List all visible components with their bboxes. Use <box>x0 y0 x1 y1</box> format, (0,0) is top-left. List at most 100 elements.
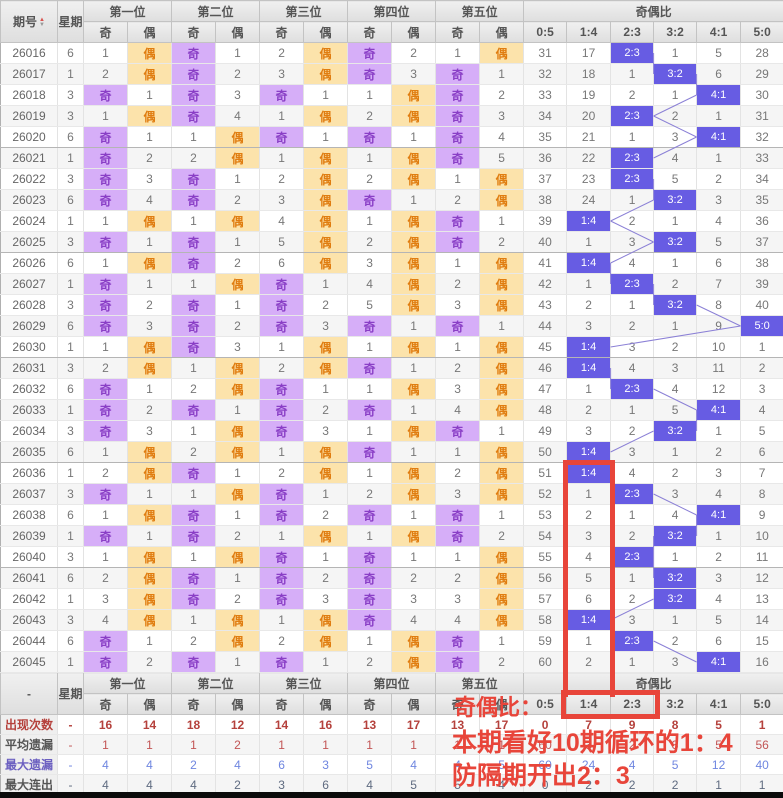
stat-label: 平均遗漏 <box>0 734 58 755</box>
miss-count-cell: 1 <box>479 504 525 526</box>
ratio-miss-cell: 1 <box>653 315 698 337</box>
table-row: 26024 1 1 偶 1 偶 4 偶 1 偶奇 1 39 1:4 2 1 4 36 <box>0 210 783 232</box>
ratio-miss-cell: 1 <box>696 147 742 169</box>
miss-count-cell: 3 <box>479 105 525 127</box>
ratio-miss-cell: 7 <box>696 273 742 295</box>
week-cell: 6 <box>57 252 84 274</box>
ratio-miss-cell: 1 <box>740 336 783 358</box>
miss-count-cell: 1 <box>391 546 437 568</box>
miss-count-cell: 2 <box>303 504 349 526</box>
week-cell: 3 <box>57 546 84 568</box>
even-hit-cell: 偶 <box>303 168 349 190</box>
ratio-miss-cell: 2 <box>740 357 783 379</box>
odd-subheader: 奇 <box>259 21 305 43</box>
ratio-miss-cell: 11 <box>740 546 783 568</box>
ratio-miss-cell: 57 <box>523 588 568 610</box>
miss-count-cell: 2 <box>303 294 349 316</box>
period-cell: 26031 <box>0 357 58 379</box>
table-row: 26018 3 奇 1 奇 3 奇 1 1 偶奇 2 33 19 2 1 4:1 30 <box>0 84 783 106</box>
ratio-miss-cell: 5 <box>696 42 742 64</box>
ratio-miss-cell: 1 <box>610 651 655 673</box>
stat-ratio-cell: 60 <box>523 734 568 755</box>
even-hit-cell: 偶 <box>215 630 261 652</box>
even-hit-cell: 偶 <box>303 105 349 127</box>
miss-count-cell: 1 <box>171 483 217 505</box>
ratio-miss-cell: 10 <box>740 525 783 547</box>
odd-hit-cell: 奇 <box>347 315 393 337</box>
even-hit-cell: 偶 <box>479 294 525 316</box>
odd-hit-cell: 奇 <box>435 210 481 232</box>
period-cell: 26025 <box>0 231 58 253</box>
ratio-hit-cell: 3:2 <box>653 63 698 85</box>
odd-hit-cell: 奇 <box>83 126 128 148</box>
miss-count-cell: 1 <box>259 336 305 358</box>
miss-count-cell: 2 <box>347 483 393 505</box>
ratio-subheader: 2:3 <box>610 21 655 43</box>
miss-count-cell: 1 <box>479 630 525 652</box>
ratio-miss-cell: 2 <box>610 210 655 232</box>
odd-hit-cell: 奇 <box>259 294 305 316</box>
week-cell: 3 <box>57 105 84 127</box>
stat-value-cell: 4 <box>127 754 173 775</box>
ratio-miss-cell: 3 <box>610 336 655 358</box>
stat-value-cell: 14 <box>259 714 305 735</box>
ratio-miss-cell: 2 <box>696 168 742 190</box>
table-row: 26019 3 1 偶奇 4 1 偶 2 偶奇 3 34 20 2:3 2 1 31 <box>0 105 783 127</box>
even-hit-cell: 偶 <box>391 105 437 127</box>
ratio-hit-cell: 2:3 <box>610 483 655 505</box>
stat-value-cell: 1 <box>83 734 128 755</box>
ratio-hit-cell: 4:1 <box>696 651 742 673</box>
miss-count-cell: 1 <box>259 525 305 547</box>
miss-count-cell: 1 <box>303 651 349 673</box>
table-row: 26020 6 奇 1 1 偶奇 1 奇 1 奇 4 35 21 1 3 4:1 32 <box>0 126 783 148</box>
odd-hit-cell: 奇 <box>83 525 128 547</box>
ratio-subheader: 3:2 <box>653 21 698 43</box>
odd-subheader: 奇 <box>435 21 481 43</box>
period-cell: 26019 <box>0 105 58 127</box>
ratio-miss-cell: 24 <box>566 189 612 211</box>
odd-hit-cell: 奇 <box>171 63 217 85</box>
even-hit-cell: 偶 <box>127 63 173 85</box>
miss-count-cell: 4 <box>259 210 305 232</box>
week-cell: 6 <box>57 504 84 526</box>
ratio-miss-cell: 1 <box>610 294 655 316</box>
odd-hit-cell: 奇 <box>347 189 393 211</box>
even-hit-cell: 偶 <box>215 483 261 505</box>
ratio-miss-cell: 1 <box>566 483 612 505</box>
odd-subheader: 奇 <box>435 693 481 715</box>
ratio-miss-cell: 1 <box>653 441 698 463</box>
odd-hit-cell: 奇 <box>259 588 305 610</box>
stat-value-cell: 1 <box>479 734 525 755</box>
miss-count-cell: 1 <box>347 525 393 547</box>
odd-hit-cell: 奇 <box>435 420 481 442</box>
miss-count-cell: 2 <box>347 231 393 253</box>
stat-value-cell: 1 <box>435 734 481 755</box>
ratio-miss-cell: 5 <box>696 609 742 631</box>
odd-hit-cell: 奇 <box>435 147 481 169</box>
sort-icon[interactable]: ▲ ▼ <box>39 17 45 28</box>
odd-subheader: 奇 <box>171 21 217 43</box>
ratio-miss-cell: 4 <box>740 399 783 421</box>
ratio-miss-cell: 53 <box>523 504 568 526</box>
stat-value-cell: 16 <box>83 714 128 735</box>
stat-label: 最大遗漏 <box>0 754 58 775</box>
miss-count-cell: 1 <box>127 378 173 400</box>
period-cell: 26018 <box>0 84 58 106</box>
week-cell: 1 <box>57 462 84 484</box>
stat-week-cell: - <box>57 774 84 795</box>
odd-hit-cell: 奇 <box>259 273 305 295</box>
odd-hit-cell: 奇 <box>171 525 217 547</box>
even-hit-cell: 偶 <box>391 378 437 400</box>
period-column-header[interactable]: 期号 ▲ ▼ <box>0 0 58 43</box>
position-group-header: 第一位 <box>82 0 173 22</box>
miss-count-cell: 1 <box>347 630 393 652</box>
even-hit-cell: 偶 <box>215 357 261 379</box>
ratio-miss-cell: 1 <box>610 126 655 148</box>
miss-count-cell: 2 <box>83 567 128 589</box>
miss-count-cell: 2 <box>215 252 261 274</box>
miss-count-cell: 3 <box>259 63 305 85</box>
stat-ratio-cell: 24 <box>566 754 612 775</box>
miss-count-cell: 1 <box>127 273 173 295</box>
miss-count-cell: 2 <box>215 189 261 211</box>
